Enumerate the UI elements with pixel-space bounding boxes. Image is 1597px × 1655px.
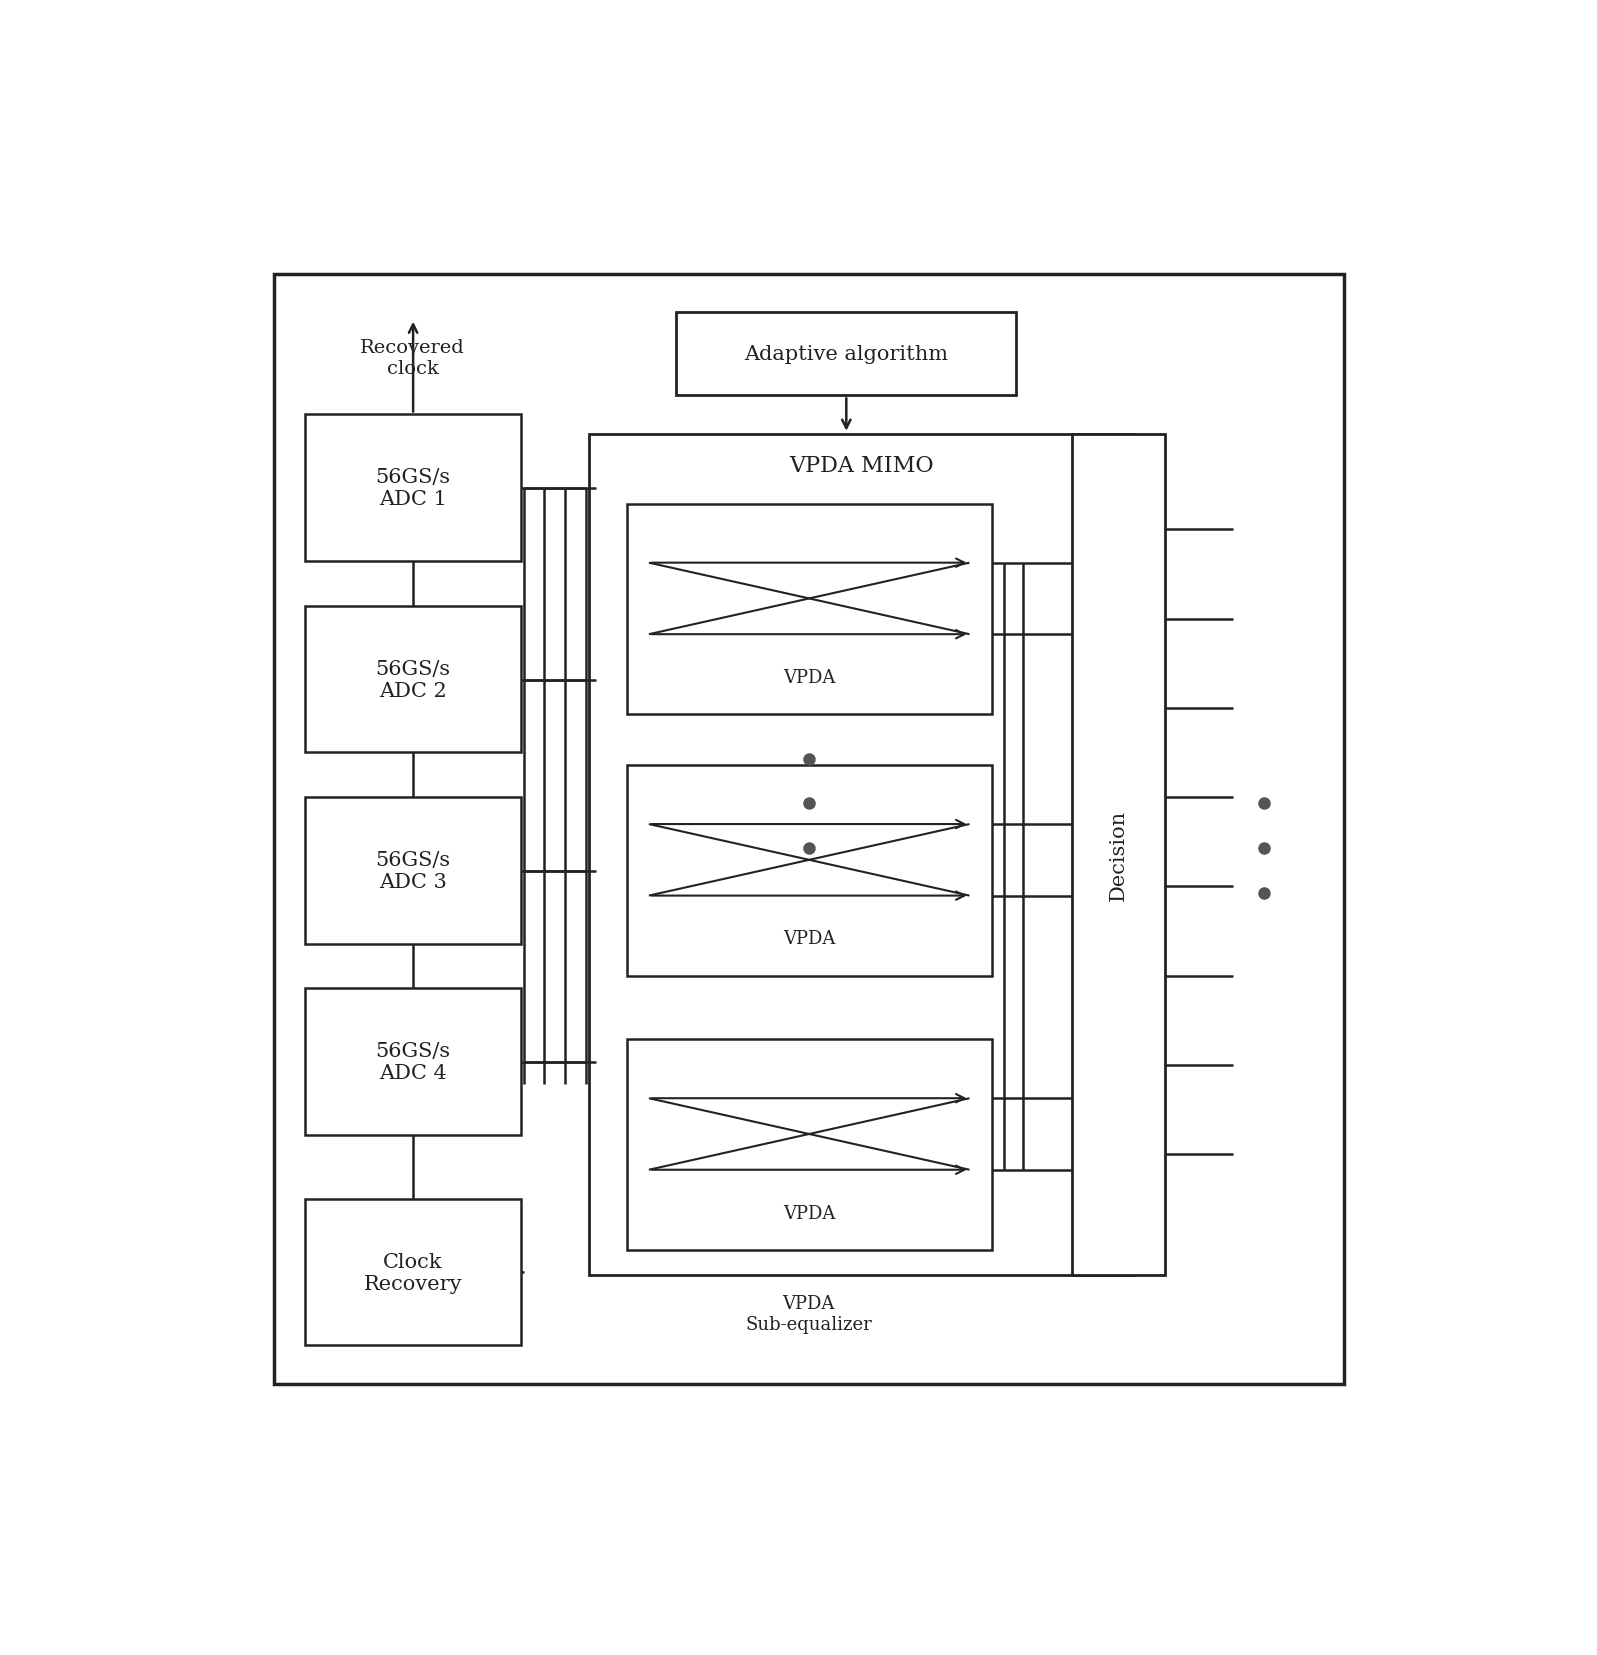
Text: 56GS/s
ADC 3: 56GS/s ADC 3 xyxy=(375,851,450,892)
Bar xyxy=(305,988,521,1135)
Bar xyxy=(305,606,521,753)
Text: 56GS/s
ADC 1: 56GS/s ADC 1 xyxy=(375,468,450,510)
Bar xyxy=(275,275,1345,1384)
Bar xyxy=(626,505,992,715)
Text: VPDA: VPDA xyxy=(783,930,835,948)
Bar xyxy=(1072,434,1164,1276)
Text: 56GS/s
ADC 2: 56GS/s ADC 2 xyxy=(375,659,450,700)
Bar xyxy=(626,766,992,976)
Text: Decision: Decision xyxy=(1108,809,1127,900)
Bar xyxy=(305,415,521,561)
Text: Recovered
clock: Recovered clock xyxy=(361,339,465,377)
Bar xyxy=(305,798,521,943)
Text: VPDA: VPDA xyxy=(783,669,835,687)
Text: VPDA MIMO: VPDA MIMO xyxy=(789,455,934,477)
Text: Adaptive algorithm: Adaptive algorithm xyxy=(744,346,949,364)
Text: Clock
Recovery: Clock Recovery xyxy=(364,1251,463,1293)
Text: 56GS/s
ADC 4: 56GS/s ADC 4 xyxy=(375,1041,450,1082)
Bar xyxy=(305,1198,521,1346)
Text: VPDA: VPDA xyxy=(783,1203,835,1221)
Bar xyxy=(626,1039,992,1250)
Bar xyxy=(676,313,1016,396)
Bar xyxy=(589,434,1134,1276)
Text: VPDA
Sub-equalizer: VPDA Sub-equalizer xyxy=(746,1294,872,1332)
